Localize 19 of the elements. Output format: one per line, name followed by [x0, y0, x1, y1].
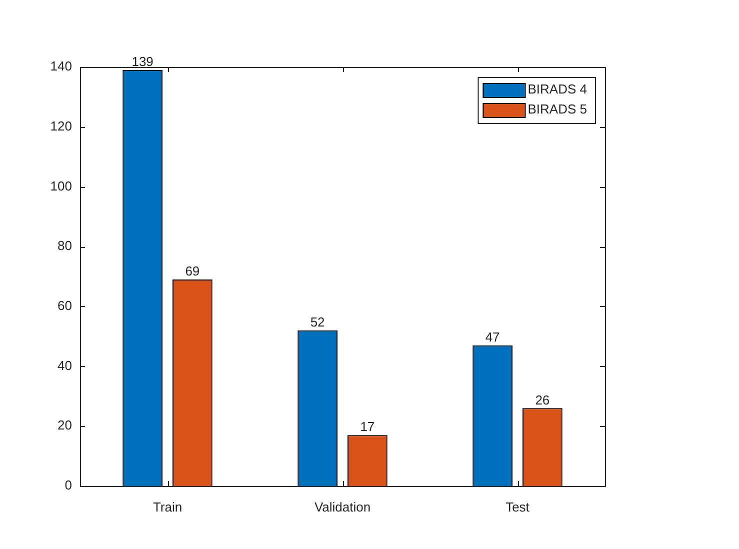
data-label: 52 — [310, 314, 325, 330]
x-tick-label: Train — [152, 499, 182, 514]
data-label: 69 — [185, 264, 200, 279]
legend-label: BIRADS 5 — [528, 102, 588, 117]
y-tick-label: 140 — [50, 58, 72, 74]
y-tick-label: 20 — [58, 418, 72, 433]
data-label: 17 — [360, 419, 375, 434]
data-label: 139 — [132, 54, 154, 70]
data-label: 26 — [535, 392, 550, 408]
y-tick-label: 0 — [64, 478, 72, 493]
legend-label: BIRADS 4 — [528, 82, 588, 97]
y-tick-label: 80 — [58, 238, 72, 254]
y-tick-label: 60 — [58, 298, 72, 314]
y-tick-label: 100 — [50, 178, 72, 194]
y-tick-label: 40 — [58, 358, 72, 373]
y-tick-label: 120 — [50, 118, 72, 134]
x-tick-label: Test — [506, 499, 530, 514]
x-tick-label: Validation — [314, 499, 371, 514]
data-label: 47 — [485, 329, 500, 344]
